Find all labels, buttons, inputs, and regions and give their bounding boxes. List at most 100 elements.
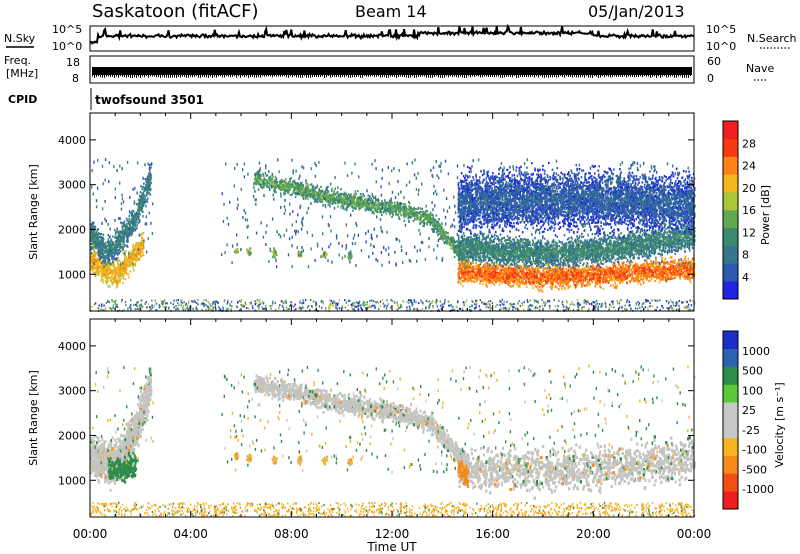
power-cell [122,282,124,284]
power-cell [115,276,117,278]
power-cell [102,253,104,255]
freq-tick-mark [96,75,97,77]
power-cell [363,205,365,207]
power-cell [149,164,151,166]
power-cell [413,220,415,222]
freq-tick-mark [146,75,147,76]
power-cell [150,194,152,196]
power-cell [112,283,114,285]
power-cell [453,246,455,248]
power-cell [371,212,373,214]
nsky-panel-frame [90,26,694,51]
power-cell [307,186,309,188]
power-cell [139,205,141,207]
freq-tick-mark [380,75,381,78]
freq-tick-mark [456,75,457,77]
power-cell [639,267,641,269]
freq-tick-mark [670,75,671,77]
power-cell [665,258,667,260]
power-cell [321,197,323,199]
freq-tick-mark [626,75,627,78]
power-cell [139,219,141,221]
power-cell [394,202,396,204]
power-cell [263,182,265,184]
beam-title: Beam 14 [355,2,427,21]
freq-tick-mark [160,75,161,78]
freq-tick-mark [142,75,143,76]
freq-tick-mark [536,75,537,76]
freq-tick-mark [288,75,289,78]
freq-tick-mark [120,75,121,76]
power-cell [124,233,126,235]
power-cell [115,241,117,243]
power-cell [122,233,124,235]
power-cell [438,218,440,220]
power-cell [117,249,119,251]
freq-tick-mark [574,75,575,77]
freq-tick-mark [348,75,349,78]
freq-tick-mark [436,75,437,76]
power-cell [525,280,527,282]
power-cell [422,225,424,227]
freq-tick-mark [660,75,661,78]
power-cell [487,265,489,267]
power-cell [142,201,144,203]
power-cell [598,277,600,279]
power-cell [140,249,142,251]
power-cell [150,182,152,184]
freq-tick-mark [644,75,645,76]
power-cell [137,259,139,261]
power-cell [450,247,452,249]
power-cell [124,257,126,259]
freq-tick-mark [680,75,681,76]
power-cell [142,251,144,253]
freq-tick-mark [404,75,405,77]
power-cell [373,212,375,214]
power-cell [404,216,406,218]
power-cell [263,175,265,177]
freq-tick-mark [588,75,589,78]
power-cell [100,258,102,260]
power-cell [109,270,111,272]
freq-tick-mark [152,75,153,77]
power-cell [92,234,94,236]
power-cell [122,270,124,272]
power-cell [133,269,135,271]
power-cell [674,259,676,261]
freq-tick-mark [446,75,447,76]
power-cell [386,202,388,204]
station-title: Saskatoon (fitACF) [92,1,259,22]
power-cell [303,198,305,200]
freq-tick-mark [290,75,291,76]
power-cell [127,241,129,243]
freq-tick-mark [168,75,169,78]
power-cell [309,195,311,197]
power-cell [141,240,143,242]
power-cell [145,178,147,180]
power-cell [326,195,328,197]
freq-tick-mark [396,75,397,78]
power-cell [351,197,353,199]
power-cell [312,187,314,189]
freq-tick-mark [262,75,263,76]
power-cell [107,280,109,282]
freq-tick-mark [226,75,227,76]
freq-tick-mark [600,75,601,77]
freq-tick-mark [394,75,395,77]
power-cell [435,228,437,230]
power-cell [109,265,111,267]
power-cell [603,288,605,290]
power-cell [436,222,438,224]
power-cell [592,265,594,267]
power-cell [410,207,412,209]
power-cell [136,227,138,229]
freq-tick-mark [216,75,217,78]
power-cell [397,214,399,216]
power-cell [320,190,322,192]
freq-tick-mark [620,75,621,77]
date-title: 05/Jan/2013 [588,2,685,21]
power-cell [307,184,309,186]
freq-tick-mark [528,75,529,77]
freq-tick-mark [344,75,345,77]
freq-tick-mark [656,75,657,78]
